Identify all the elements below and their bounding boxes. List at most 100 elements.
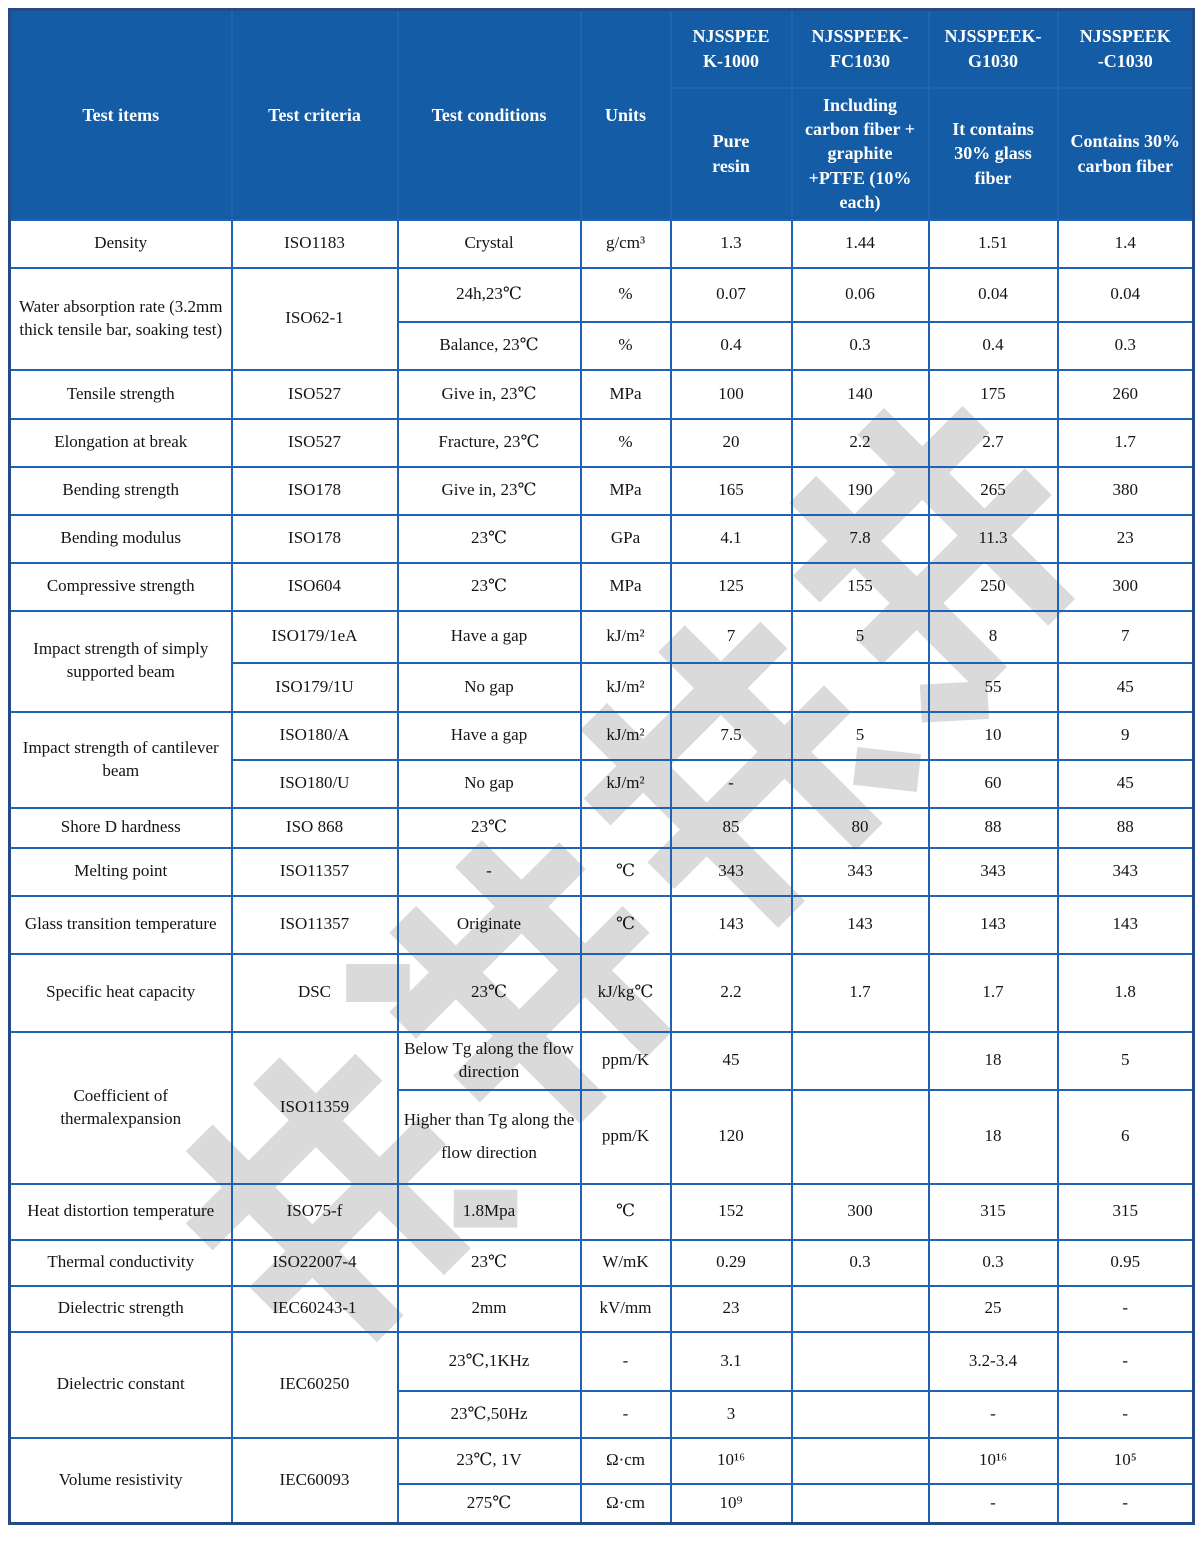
cell-condition: Give in, 23℃	[396, 368, 582, 420]
cell-value	[790, 1482, 930, 1525]
cell-condition: Give in, 23℃	[396, 465, 582, 516]
cell-criteria: ISO604	[230, 561, 399, 612]
peek-properties-table: Test items Test criteria Test conditions…	[8, 8, 1195, 1525]
cell-unit	[579, 806, 672, 849]
cell-unit: kJ/m²	[579, 758, 672, 809]
table-row: Melting point ISO11357 - ℃ 343 343 343 3…	[8, 846, 1195, 897]
col-header-test-criteria: Test criteria	[230, 8, 399, 221]
table-row: Volume resistivity IEC60093 23℃, 1V Ω·cm…	[8, 1436, 1195, 1525]
cell-value	[790, 1330, 930, 1392]
table-row: 23℃,50Hz - 3 - -	[10, 1389, 1195, 1439]
cell-unit: kJ/kg℃	[579, 952, 672, 1033]
cell-value: -	[1056, 1389, 1195, 1439]
cell-criteria: ISO22007-4	[230, 1238, 399, 1287]
cell-value: 343	[790, 846, 930, 897]
cell-criteria: ISO180/U	[230, 758, 399, 809]
cell-item: Volume resistivity	[8, 1436, 233, 1525]
cell-condition: -	[396, 846, 582, 897]
cell-unit: ℃	[579, 846, 672, 897]
col-header-test-items: Test items	[8, 8, 233, 221]
cell-unit: ℃	[579, 894, 672, 955]
cell-value: 125	[669, 561, 793, 612]
cell-item: Density	[8, 218, 233, 269]
cell-condition: 23℃, 1V	[396, 1436, 582, 1485]
cell-condition: Originate	[396, 894, 582, 955]
cell-item: Heat distortion temperature	[8, 1182, 233, 1241]
table-row: Glass transition temperature ISO11357 Or…	[8, 894, 1195, 955]
cell-value: 10	[927, 710, 1059, 761]
cell-unit: kV/mm	[579, 1284, 672, 1333]
cell-condition: No gap	[396, 758, 582, 809]
cell-item: Dielectric strength	[8, 1284, 233, 1333]
cell-value: 100	[669, 368, 793, 420]
cell-criteria: ISO527	[230, 368, 399, 420]
cell-criteria: ISO62-1	[230, 266, 399, 371]
cell-item: Bending modulus	[8, 513, 233, 564]
cell-condition: Have a gap	[396, 609, 582, 664]
cell-unit: %	[579, 266, 672, 323]
cell-item: Compressive strength	[8, 561, 233, 612]
cell-unit: Ω·cm	[579, 1436, 672, 1485]
cell-value: 1.51	[927, 218, 1059, 269]
cell-value: 1.44	[790, 218, 930, 269]
cell-unit: ppm/K	[579, 1030, 672, 1091]
cell-unit: %	[579, 417, 672, 468]
cell-unit: %	[579, 320, 672, 371]
table-row: Bending modulus ISO178 23℃ GPa 4.1 7.8 1…	[8, 513, 1195, 564]
cell-unit: -	[579, 1330, 672, 1392]
cell-value: 5	[790, 609, 930, 664]
cell-value: 140	[790, 368, 930, 420]
cell-value: 80	[790, 806, 930, 849]
table-row: Coefficient of thermalexpansion ISO11359…	[8, 1030, 1195, 1185]
cell-unit: kJ/m²	[579, 661, 672, 713]
cell-value: 380	[1056, 465, 1195, 516]
cell-criteria: IEC60250	[230, 1330, 399, 1439]
cell-value: 315	[927, 1182, 1059, 1241]
cell-criteria: IEC60243-1	[230, 1284, 399, 1333]
cell-value: 1.7	[790, 952, 930, 1033]
cell-criteria: ISO179/1eA	[230, 609, 399, 664]
cell-value: 3.1	[669, 1330, 793, 1392]
cell-value: 0.3	[1056, 320, 1195, 371]
cell-criteria: ISO11357	[230, 894, 399, 955]
cell-value	[790, 1284, 930, 1333]
cell-unit: -	[579, 1389, 672, 1439]
cell-value: 85	[669, 806, 793, 849]
cell-condition: No gap	[396, 661, 582, 713]
cell-value: 18	[927, 1030, 1059, 1091]
product-description: Including carbon fiber + graphite +PTFE …	[790, 86, 930, 221]
cell-value: 143	[790, 894, 930, 955]
cell-value: 20	[669, 417, 793, 468]
cell-value: 1.3	[669, 218, 793, 269]
cell-value: 9	[1056, 710, 1195, 761]
cell-value: 25	[927, 1284, 1059, 1333]
cell-unit: kJ/m²	[579, 710, 672, 761]
cell-value: 3	[669, 1389, 793, 1439]
product-name: NJSSPEEK -C1030	[1056, 8, 1195, 89]
cell-condition: 23℃	[396, 952, 582, 1033]
cell-value	[790, 1088, 930, 1185]
cell-condition: Crystal	[396, 218, 582, 269]
cell-item: Impact strength of cantilever beam	[8, 710, 233, 809]
cell-value: 265	[927, 465, 1059, 516]
cell-value: 1.7	[927, 952, 1059, 1033]
cell-value: 7	[1056, 609, 1195, 664]
cell-item: Bending strength	[8, 465, 233, 516]
cell-condition: 23℃	[396, 513, 582, 564]
cell-criteria: ISO179/1U	[230, 661, 399, 713]
cell-value: 1.7	[1056, 417, 1195, 468]
col-header-units: Units	[579, 8, 672, 221]
cell-value: 0.06	[790, 266, 930, 323]
table-row: Tensile strength ISO527 Give in, 23℃ MPa…	[8, 368, 1195, 420]
cell-value: 315	[1056, 1182, 1195, 1241]
table-row: Heat distortion temperature ISO75-f 1.8M…	[8, 1182, 1195, 1241]
col-header-test-conditions: Test conditions	[396, 8, 582, 221]
table-row: Shore D hardness ISO 868 23℃ 85 80 88 88	[8, 806, 1195, 849]
cell-value: 10¹⁶	[927, 1436, 1059, 1485]
product-description: It contains 30% glass fiber	[927, 86, 1059, 221]
table-row: Elongation at break ISO527 Fracture, 23℃…	[8, 417, 1195, 468]
cell-unit: MPa	[579, 465, 672, 516]
cell-value: 1.8	[1056, 952, 1195, 1033]
cell-value: 7.5	[669, 710, 793, 761]
cell-value: 2.2	[790, 417, 930, 468]
